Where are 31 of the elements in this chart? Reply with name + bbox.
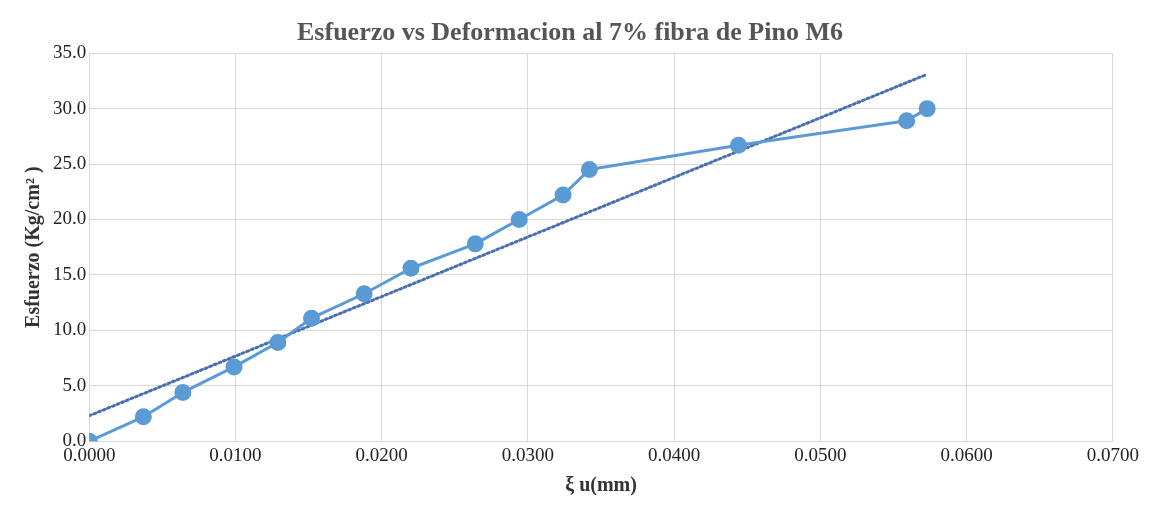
y-tick-label: 20.0 <box>53 207 87 229</box>
point <box>554 186 572 204</box>
y-axis-title: Esfuerzo (Kg/cm² ) <box>21 166 45 328</box>
point <box>510 210 528 228</box>
y-tick-label: 15.0 <box>53 262 87 284</box>
point <box>918 100 936 118</box>
point <box>402 259 420 277</box>
x-tick-label: 0.0200 <box>355 443 408 465</box>
y-tick-label: 10.0 <box>53 318 87 340</box>
x-tick-label: 0.0700 <box>1086 443 1139 465</box>
point <box>225 358 243 376</box>
point <box>134 408 152 426</box>
point <box>174 383 192 401</box>
x-axis-title: ξ u(mm) <box>565 473 637 497</box>
point <box>580 161 598 179</box>
point <box>466 235 484 253</box>
x-tick-label: 0.0500 <box>794 443 847 465</box>
x-tick-label: 0.0400 <box>648 443 701 465</box>
point <box>730 136 748 154</box>
chart-title: Esfuerzo vs Deformacion al 7% fibra de Pino M6 <box>297 17 843 47</box>
y-tick-label: 25.0 <box>53 152 87 174</box>
point <box>303 309 321 327</box>
y-tick-label: 35.0 <box>53 41 87 63</box>
point <box>355 285 373 303</box>
point <box>898 112 916 130</box>
x-tick-label: 0.0600 <box>940 443 993 465</box>
x-tick-label: 0.0100 <box>209 443 262 465</box>
point <box>269 334 287 352</box>
x-tick-label: 0.0300 <box>501 443 555 465</box>
y-tick-label: 30.0 <box>53 96 87 118</box>
y-tick-label: 5.0 <box>62 373 87 395</box>
